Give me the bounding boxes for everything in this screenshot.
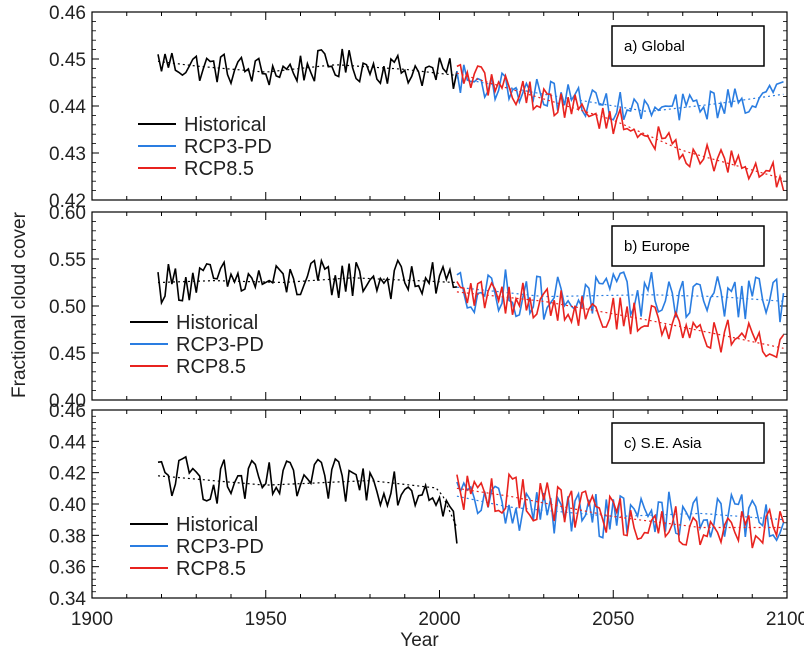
legend-entry-label: RCP8.5 <box>176 558 246 580</box>
trend-line-rcp8-5 <box>456 291 784 349</box>
series-group <box>157 48 785 191</box>
legend-entry-label: RCP3-PD <box>176 334 264 356</box>
y-tick-label: 0.60 <box>49 203 86 224</box>
legend-entry-label: RCP8.5 <box>184 158 254 180</box>
y-tick-label: 0.46 <box>49 3 86 24</box>
x-tick-label: 2050 <box>592 609 634 630</box>
x-tick-label: 2100 <box>766 609 804 630</box>
y-tick-label: 0.44 <box>49 432 86 453</box>
panel-1: 0.42 0.43 0.44 0.45 0.46 HistoricalRCP3-PDRCP… <box>49 3 788 212</box>
panel-3: 0.340.360.380.400.420.440.46HistoricalRC… <box>49 401 788 610</box>
trend-line-rcp8-5 <box>456 487 784 529</box>
y-tick-label: 0.36 <box>49 558 86 579</box>
y-tick-label: 0.43 <box>49 144 86 165</box>
trend-line-historical <box>157 277 457 284</box>
y-tick-label: 0.40 <box>49 391 86 412</box>
y-tick-label: 0.34 <box>49 589 86 610</box>
series-line-rcp8-5 <box>456 280 785 359</box>
legend-entry-label: RCP8.5 <box>176 356 246 378</box>
panel-label-box <box>611 25 765 67</box>
y-tick-label: 0.42 <box>49 464 86 485</box>
series-line-rcp8-5 <box>456 472 785 549</box>
x-tick-label: 1950 <box>245 609 287 630</box>
x-axis-title: Year <box>400 630 439 650</box>
y-tick-label: 0.44 <box>49 97 86 118</box>
y-tick-label: 0.45 <box>49 344 86 365</box>
trend-line-rcp3-pd <box>456 495 784 521</box>
y-tick-label: 0.38 <box>49 526 86 547</box>
y-tick-label: 0.45 <box>49 50 86 71</box>
x-tick-label: 2000 <box>418 609 460 630</box>
panel-label: b) Europe <box>624 238 690 255</box>
series-group <box>157 257 785 359</box>
series-line-historical <box>157 455 458 544</box>
legend-entry-label: RCP3-PD <box>184 136 272 158</box>
x-tick-label: 1900 <box>71 609 113 630</box>
y-tick-label: 0.50 <box>49 297 86 318</box>
series-line-historical <box>157 48 458 89</box>
legend-entry-label: Historical <box>176 514 258 536</box>
series-line-historical <box>157 257 457 306</box>
panel-label-box <box>611 422 765 464</box>
series-line-rcp3-pd <box>456 481 785 542</box>
legend-entry-label: Historical <box>184 114 266 136</box>
y-tick-label: 0.55 <box>49 250 86 271</box>
trend-line-historical <box>157 60 457 77</box>
panel-2: 0.40 0.45 0.50 0.55 0.60 HistoricalRCP3-PDRCP… <box>49 203 788 412</box>
panel-label: c) S.E. Asia <box>624 435 702 452</box>
series-group <box>157 455 785 549</box>
series-line-rcp3-pd <box>456 269 785 323</box>
panel-label-box <box>611 225 765 267</box>
trend-line-historical <box>157 475 458 528</box>
y-axis-title: Fractional cloud cover <box>9 211 30 398</box>
legend-entry-label: Historical <box>176 312 258 334</box>
y-tick-label: 0.40 <box>49 495 86 516</box>
legend-entry-label: RCP3-PD <box>176 536 264 558</box>
y-tick-label: 0.46 <box>49 401 86 422</box>
series-line-rcp8-5 <box>456 63 785 191</box>
panel-label: a) Global <box>624 38 685 55</box>
y-tick-label: 0.42 <box>49 191 86 212</box>
trend-line-rcp8-5 <box>456 72 784 180</box>
